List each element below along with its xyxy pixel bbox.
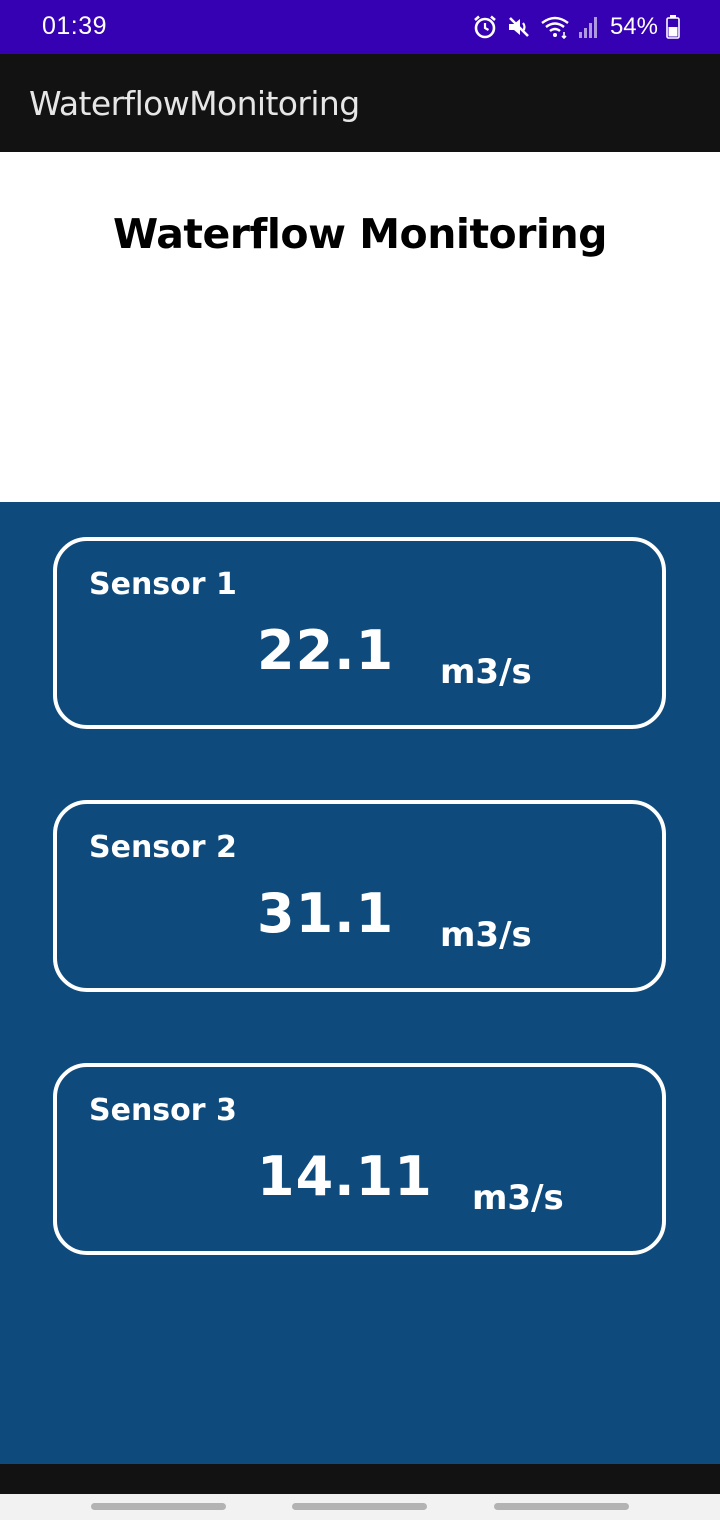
app-bar-title: WaterflowMonitoring	[29, 84, 360, 123]
sensor-value: 14.11	[257, 1145, 433, 1208]
battery-percent: 54%	[609, 13, 658, 40]
alarm-icon	[472, 14, 498, 40]
back-button[interactable]	[494, 1503, 629, 1510]
sensor-unit: m3/s	[472, 1178, 564, 1218]
mute-icon	[506, 14, 532, 40]
bottom-strip	[0, 1464, 720, 1494]
sensor-unit: m3/s	[440, 652, 532, 692]
system-nav-bar	[0, 1494, 720, 1520]
sensor-panel: Sensor 1 22.1 m3/s Sensor 2 31.1 m3/s Se…	[0, 502, 720, 1464]
sensor-value: 22.1	[257, 619, 395, 682]
sensor-card-3[interactable]: Sensor 3 14.11 m3/s	[53, 1063, 666, 1255]
sensor-name: Sensor 3	[89, 1093, 237, 1128]
status-icons: 54%	[472, 10, 680, 44]
wifi-icon	[540, 14, 570, 40]
home-button[interactable]	[292, 1503, 427, 1510]
status-bar: 01:39	[0, 0, 720, 54]
header-area: Waterflow Monitoring	[0, 152, 720, 502]
battery-icon	[666, 14, 680, 40]
recents-button[interactable]	[91, 1503, 226, 1510]
app-bar: WaterflowMonitoring	[0, 54, 720, 152]
sensor-card-1[interactable]: Sensor 1 22.1 m3/s	[53, 537, 666, 729]
sensor-unit: m3/s	[440, 915, 532, 955]
sensor-name: Sensor 2	[89, 830, 237, 865]
signal-icon	[578, 14, 600, 40]
sensor-value: 31.1	[257, 882, 395, 945]
sensor-card-2[interactable]: Sensor 2 31.1 m3/s	[53, 800, 666, 992]
page-title: Waterflow Monitoring	[112, 210, 608, 258]
status-time: 01:39	[42, 12, 108, 40]
sensor-name: Sensor 1	[89, 567, 237, 602]
